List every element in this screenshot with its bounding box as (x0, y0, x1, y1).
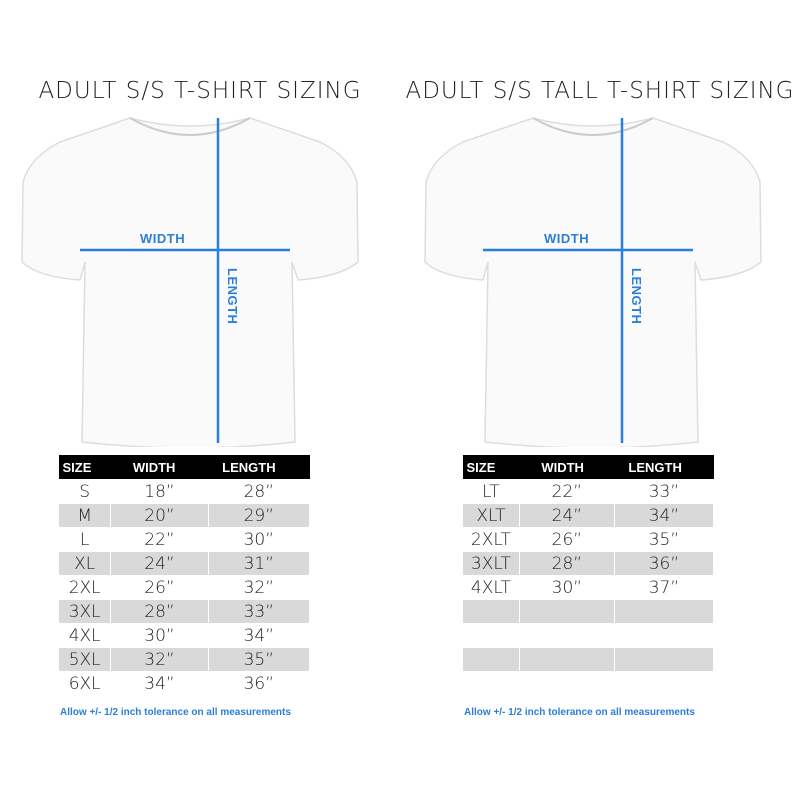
cell-size: 2XL (57, 575, 112, 600)
header-cell: WIDTH (519, 455, 615, 480)
cell-length: 31” (207, 551, 311, 576)
cell-width: 18” (110, 479, 209, 504)
cell-length: 34” (207, 623, 311, 648)
cell-length (613, 671, 715, 696)
cell-size: 6XL (57, 671, 112, 696)
sizing-panel: ADULT S/S T-SHIRT SIZING WIDTH LENGTH SI… (21, 78, 362, 718)
cell-size: 3XL (57, 599, 112, 624)
table-row (462, 647, 715, 672)
header-cell: SIZE (58, 455, 111, 480)
cell-width: 26” (110, 575, 209, 600)
cell-width: 30” (110, 623, 209, 648)
cell-size: M (57, 503, 112, 528)
table-row: S 18” 28” (57, 479, 311, 504)
table-row: LT 22” 33” (462, 479, 715, 504)
cell-length: 29” (207, 503, 311, 528)
size-table: SIZE WIDTH LENGTH S 18” 28” M 20” 29” L 22” 30” XL 2… (57, 455, 311, 696)
table-row: XL 24” 31” (57, 551, 311, 576)
cell-length: 32” (207, 575, 311, 600)
table-row: L 22” 30” (57, 527, 311, 552)
cell-size: L (57, 527, 112, 552)
cell-width (518, 623, 615, 648)
table-row (462, 599, 715, 624)
cell-length: 33” (613, 479, 715, 504)
cell-size: LT (462, 479, 520, 504)
cell-width: 30” (518, 575, 615, 600)
cell-size: XL (57, 551, 112, 576)
table-row: 2XL 26” 32” (57, 575, 311, 600)
cell-width: 28” (518, 551, 615, 576)
length-label: LENGTH (225, 268, 240, 325)
table-row: 4XL 30” 34” (57, 623, 311, 648)
cell-length (613, 599, 715, 624)
cell-width: 22” (518, 479, 615, 504)
cell-size (462, 623, 520, 648)
table-row: 3XL 28” 33” (57, 599, 311, 624)
cell-width: 24” (110, 551, 209, 576)
cell-width: 34” (110, 671, 209, 696)
cell-size (462, 599, 520, 624)
cell-size: XLT (462, 503, 520, 528)
cell-width (518, 599, 615, 624)
cell-size: 2XLT (462, 527, 520, 552)
cell-size (462, 671, 520, 696)
table-row (462, 623, 715, 648)
panel-title: ADULT S/S TALL T-SHIRT SIZING (405, 78, 795, 104)
cell-size: 3XLT (462, 551, 520, 576)
cell-width (518, 671, 615, 696)
tshirt-illustration (424, 117, 762, 447)
table-row: 2XLT 26” 35” (462, 527, 715, 552)
sizing-panel: ADULT S/S TALL T-SHIRT SIZING WIDTH LENG… (400, 0, 800, 800)
cell-length: 35” (613, 527, 715, 552)
cell-size: 4XL (57, 623, 112, 648)
cell-length: 30” (207, 527, 311, 552)
width-label: WIDTH (544, 231, 590, 246)
cell-length: 34” (613, 503, 715, 528)
cell-width: 24” (518, 503, 615, 528)
cell-width: 20” (110, 503, 209, 528)
cell-length (613, 623, 715, 648)
table-row: XLT 24” 34” (462, 503, 715, 528)
table-header: SIZE WIDTH LENGTH (462, 455, 714, 480)
cell-size: 5XL (57, 647, 112, 672)
table-row (462, 671, 715, 696)
cell-width: 22” (110, 527, 209, 552)
cell-length: 37” (613, 575, 715, 600)
tshirt-illustration (21, 117, 359, 447)
cell-length: 28” (207, 479, 311, 504)
header-cell: LENGTH (614, 455, 714, 480)
tolerance-note: Allow +/- 1/2 inch tolerance on all meas… (60, 707, 291, 718)
cell-width: 26” (518, 527, 615, 552)
table-row: 4XLT 30” 37” (462, 575, 715, 600)
cell-length: 36” (613, 551, 715, 576)
width-label: WIDTH (140, 231, 186, 246)
cell-length (613, 647, 715, 672)
cell-length: 36” (207, 671, 311, 696)
size-table: SIZE WIDTH LENGTH LT 22” 33” XLT 24” 34” 2XLT 26”… (462, 455, 715, 696)
table-header: SIZE WIDTH LENGTH (58, 455, 310, 480)
cell-width (518, 647, 615, 672)
cell-length: 33” (207, 599, 311, 624)
cell-width: 32” (110, 647, 209, 672)
cell-width: 28” (110, 599, 209, 624)
header-cell: WIDTH (110, 455, 209, 480)
cell-size: S (57, 479, 112, 504)
table-row: 5XL 32” 35” (57, 647, 311, 672)
table-row: 3XLT 28” 36” (462, 551, 715, 576)
panel-title: ADULT S/S T-SHIRT SIZING (38, 78, 362, 104)
tolerance-note: Allow +/- 1/2 inch tolerance on all meas… (464, 707, 695, 718)
length-label: LENGTH (629, 268, 644, 325)
cell-length: 35” (207, 647, 311, 672)
header-cell: SIZE (462, 455, 520, 480)
header-cell: LENGTH (208, 455, 310, 480)
cell-size: 4XLT (462, 575, 520, 600)
table-row: 6XL 34” 36” (57, 671, 311, 696)
table-row: M 20” 29” (57, 503, 311, 528)
cell-size (462, 647, 520, 672)
